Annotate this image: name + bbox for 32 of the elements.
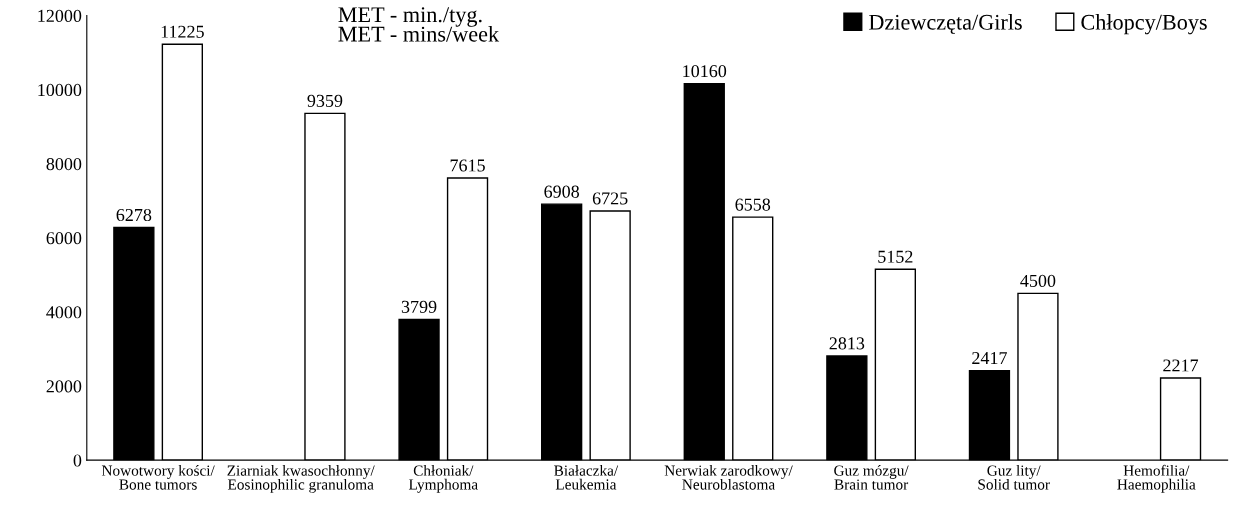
x-tick-label: Chłoniak/ Lymphoma xyxy=(408,464,478,493)
x-tick-label: Ziarniak kwasochłonny/ Eosinophilic granuloma xyxy=(227,464,375,493)
x-tick-label: Białaczka/ Leukemia xyxy=(554,464,619,490)
data-label: 10160 xyxy=(683,65,727,78)
data-label: 6278 xyxy=(116,208,152,222)
x-tick-label: Nowotwory kości/ Bone tumors xyxy=(101,464,215,490)
x-tick-label: Hemofilia/ Haemophilia xyxy=(1117,464,1196,493)
x-tick-label: Nerwiak zarodkowy/ Neuroblastoma xyxy=(664,464,793,490)
data-label: 6908 xyxy=(544,185,580,198)
legend-label: Dziewczęta/Girls xyxy=(869,14,1022,34)
x-tick-label: Guz lity/ Solid tumor xyxy=(978,464,1050,490)
data-label: 9359 xyxy=(307,94,343,107)
data-label: 3799 xyxy=(401,300,437,313)
y-tick-label: 2000 xyxy=(46,380,82,393)
x-tick-label: Guz mózgu/ Brain tumor xyxy=(834,464,909,490)
y-tick-label: 8000 xyxy=(46,157,82,171)
data-label: 6725 xyxy=(592,192,628,205)
data-label: 11225 xyxy=(161,25,204,38)
legend-label: Chłopcy/Boys xyxy=(1081,14,1207,35)
y-tick-label: 6000 xyxy=(46,232,82,245)
data-label: 2417 xyxy=(972,352,1007,364)
y-tick-label: 10000 xyxy=(38,83,82,97)
data-label: 7615 xyxy=(450,159,485,172)
y-tick-label: 0 xyxy=(73,454,82,467)
data-label: 6558 xyxy=(735,198,771,211)
data-label: 5152 xyxy=(878,250,913,263)
y-tick-label: 12000 xyxy=(38,9,82,22)
annotation: MET - min./tyg. MET - mins/week xyxy=(338,7,500,42)
data-label: 2813 xyxy=(829,337,865,350)
data-label: 4500 xyxy=(1020,274,1056,287)
data-label: 2217 xyxy=(1163,359,1199,372)
y-tick-label: 4000 xyxy=(46,306,82,319)
